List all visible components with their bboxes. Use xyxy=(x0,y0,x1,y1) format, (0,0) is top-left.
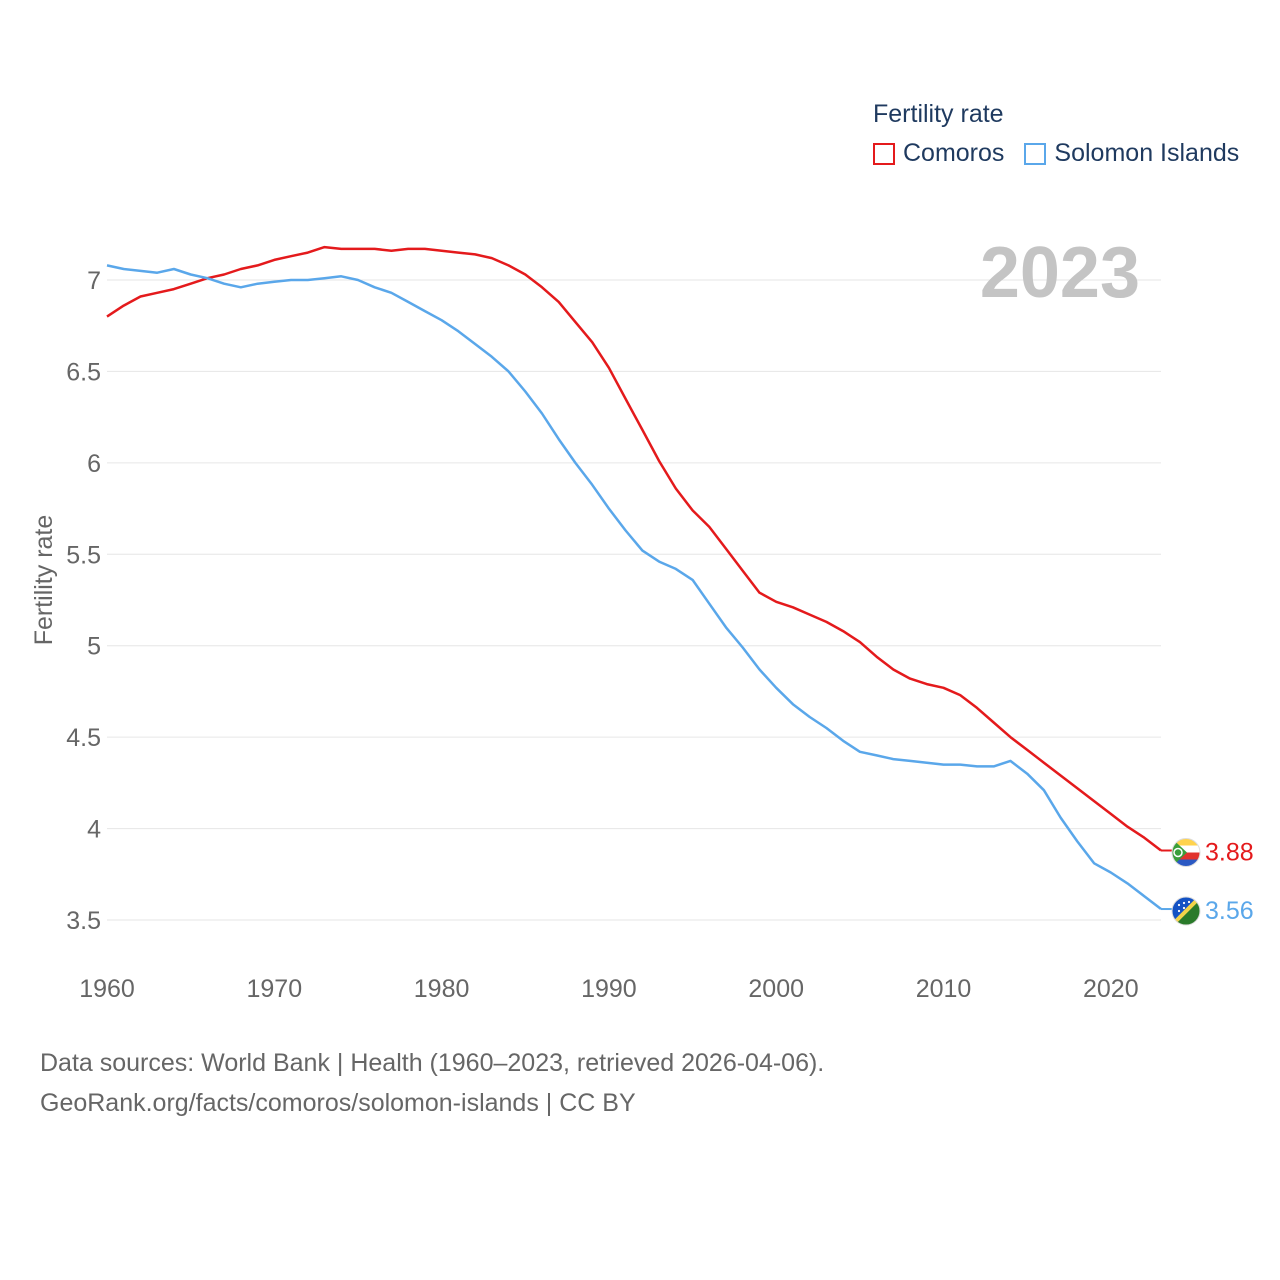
series-line-solomon-islands xyxy=(106,264,1162,910)
series-lines xyxy=(106,245,1162,910)
series-line-comoros xyxy=(106,245,1162,852)
x-tick-label: 1990 xyxy=(581,975,637,1003)
y-tick-label: 6 xyxy=(87,450,101,478)
end-value-label-solomon-islands: 3.56 xyxy=(1205,897,1254,925)
x-tick-label: 1960 xyxy=(79,975,135,1003)
grid-lines xyxy=(107,279,1161,921)
legend-label-comoros: Comoros xyxy=(903,139,1005,167)
y-tick-label: 5.5 xyxy=(66,541,101,569)
footer-url: GeoRank.org/facts/comoros/solomon-island… xyxy=(40,1089,636,1117)
footer-sources: Data sources: World Bank | Health (1960–… xyxy=(40,1049,825,1077)
x-tick-label: 2020 xyxy=(1083,975,1139,1003)
legend-swatch-solomon-islands xyxy=(1024,142,1047,165)
y-tick-label: 4.5 xyxy=(66,724,101,752)
legend-item-solomon-islands[interactable]: Solomon Islands xyxy=(1024,139,1239,168)
y-tick-label: 3.5 xyxy=(66,907,101,935)
y-tick-label: 4 xyxy=(87,816,101,844)
y-tick-label: 6.5 xyxy=(66,358,101,386)
legend: Fertility rate Comoros Solomon Islands xyxy=(873,100,1259,168)
x-tick-label: 1980 xyxy=(414,975,470,1003)
end-value-label-comoros: 3.88 xyxy=(1205,839,1254,867)
x-tick-label: 1970 xyxy=(246,975,302,1003)
comoros-flag-icon xyxy=(1171,838,1201,868)
x-tick-label: 2010 xyxy=(916,975,972,1003)
x-tick-labels: 1960 1970 1980 1990 2000 2010 2020 xyxy=(79,975,1138,1003)
legend-label-solomon-islands: Solomon Islands xyxy=(1054,139,1240,167)
legend-swatch-comoros xyxy=(873,142,895,165)
x-tick-label: 2000 xyxy=(748,975,804,1003)
series-endpoints: 3.88 3.56 xyxy=(1161,838,1254,926)
y-axis-title: Fertility rate xyxy=(30,515,58,646)
y-tick-labels: 3.5 4 4.5 5 5.5 6 6.5 7 xyxy=(66,267,101,935)
solomon-islands-flag-icon xyxy=(1171,896,1201,926)
legend-title: Fertility rate xyxy=(873,100,1004,128)
y-tick-label: 5 xyxy=(87,633,101,661)
legend-item-comoros[interactable]: Comoros xyxy=(873,139,1004,168)
year-label: 2023 xyxy=(979,233,1140,313)
y-tick-label: 7 xyxy=(87,267,101,295)
footer: Data sources: World Bank | Health (1960–… xyxy=(40,1043,824,1123)
